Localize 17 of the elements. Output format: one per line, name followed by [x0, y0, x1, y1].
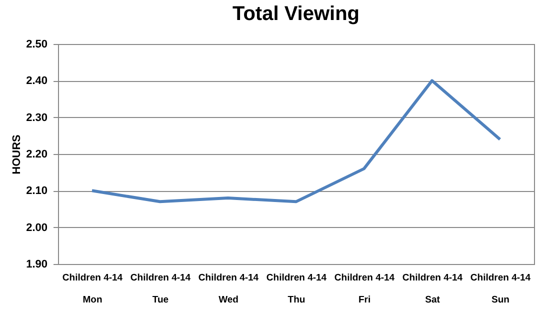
x-tick-label: Children 4-14 Sun [470, 272, 532, 306]
line-series [90, 79, 502, 204]
x-tick-label: Children 4-14 Mon [62, 272, 124, 306]
x-tick-label: Children 4-14 Fri [334, 272, 396, 306]
y-tick-label: 2.00 [26, 222, 48, 234]
y-tick-label: 2.30 [26, 112, 48, 124]
x-tick-label: Children 4-14 Thu [266, 272, 328, 306]
y-axis-title: HOURS [11, 134, 24, 174]
y-tick-label: 2.40 [26, 75, 48, 88]
x-tick-label: Children 4-14 Tue [130, 272, 192, 306]
y-tick-label: 1.90 [26, 258, 48, 270]
y-tick-label: 2.10 [26, 185, 48, 198]
y-tick-label: 2.50 [26, 38, 48, 50]
y-tick-label: 2.20 [26, 148, 48, 160]
x-tick-label: Children 4-14 Sat [402, 272, 464, 306]
chart-title: Total Viewing [232, 3, 360, 25]
x-tick-label: Children 4-14 Wed [198, 272, 260, 306]
